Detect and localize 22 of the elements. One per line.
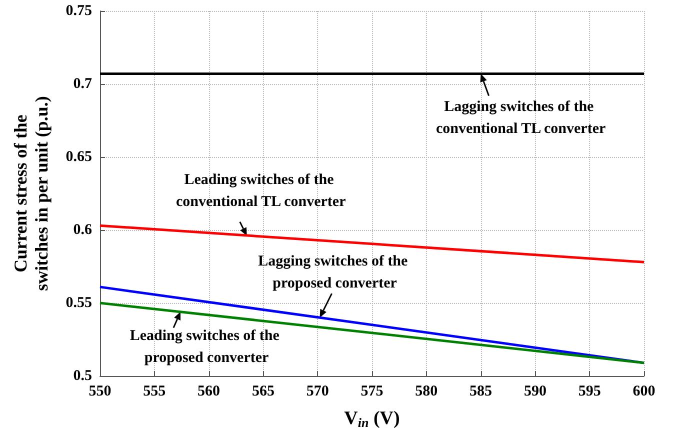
x-tick-label: 555: [143, 384, 166, 400]
x-tick-label: 600: [632, 384, 656, 400]
annotation: Lagging switches of the proposed converter: [258, 254, 412, 292]
y-tick-label: 0.6: [73, 222, 92, 238]
x-tick-label: 595: [578, 384, 601, 400]
x-tick-label: 570: [306, 384, 329, 400]
y-tick-label: 0.7: [73, 76, 92, 92]
x-tick-label: 575: [360, 384, 384, 400]
x-tick-label: 585: [470, 384, 492, 400]
x-tick-label: 565: [252, 384, 274, 400]
annotation: Leading switches of the proposed converter: [130, 328, 284, 366]
x-tick-label: 580: [415, 384, 438, 400]
y-tick-label: 0.65: [66, 149, 92, 165]
y-tick-label: 0.75: [66, 3, 92, 19]
y-tick-label: 0.5: [73, 368, 92, 384]
x-tick-label: 590: [524, 384, 546, 400]
annotation: Leading switches of the conventional TL converter: [176, 172, 346, 210]
annotation: Lagging switches of the conventional TL converter: [436, 98, 606, 137]
y-tick-label: 0.55: [66, 295, 92, 311]
x-tick-label: 560: [198, 384, 220, 400]
x-tick-label: 550: [88, 384, 112, 400]
y-axis-title: Current stress of the switches in per unit (p.u.): [10, 96, 52, 291]
